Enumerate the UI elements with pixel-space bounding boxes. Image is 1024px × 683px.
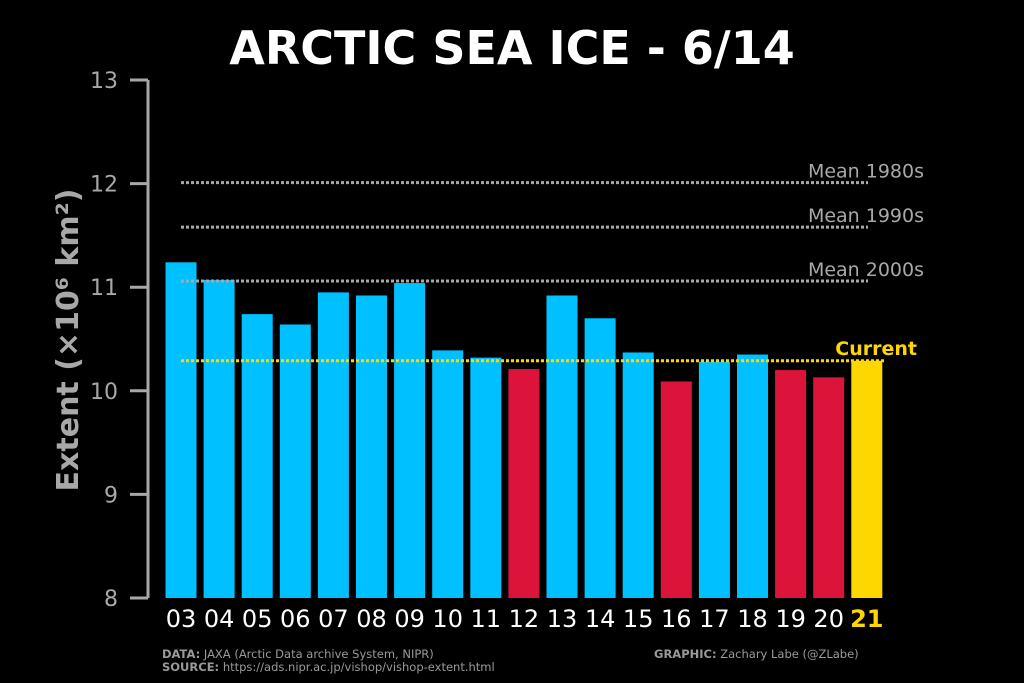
bar-04 [203, 279, 235, 598]
x-tick-label: 13 [547, 605, 578, 633]
x-tick-label: 06 [280, 605, 311, 633]
footer-graphic: GRAPHIC: Zachary Labe (@ZLabe) [654, 648, 859, 661]
data-label: DATA: [162, 647, 201, 661]
x-tick-label: 17 [699, 605, 730, 633]
x-tick-label: 09 [394, 605, 425, 633]
bar-08 [356, 295, 387, 598]
graphic-label: GRAPHIC: [654, 647, 717, 661]
source-text: https://ads.nipr.ac.jp/vishop/vishop-ext… [222, 660, 495, 674]
data-text: JAXA (Arctic Data archive System, NIPR) [203, 647, 434, 661]
current-line-label: Current [835, 338, 917, 360]
x-tick-label: 15 [623, 605, 654, 633]
x-tick-label: 21 [850, 605, 883, 633]
x-tick-label: 14 [585, 605, 616, 633]
bar-07 [317, 292, 349, 598]
x-tick-label: 08 [356, 605, 387, 633]
bar-11 [470, 357, 502, 598]
y-tick-label: 10 [90, 380, 118, 405]
bar-13 [546, 295, 578, 598]
y-tick-label: 11 [90, 276, 118, 301]
x-tick-label: 05 [242, 605, 273, 633]
bar-21 [851, 360, 883, 598]
bar-17 [698, 361, 730, 598]
bar-09 [394, 283, 426, 598]
bar-16 [660, 381, 692, 598]
bar-19 [775, 370, 807, 598]
reference-line-label: Mean 2000s [808, 259, 924, 281]
x-tick-label: 04 [204, 605, 235, 633]
x-tick-label: 12 [509, 605, 540, 633]
bar-06 [279, 324, 311, 598]
bar-18 [737, 354, 768, 598]
x-tick-label: 10 [432, 605, 463, 633]
x-tick-label: 03 [166, 605, 197, 633]
source-label: SOURCE: [162, 660, 220, 674]
footer-data: DATA: JAXA (Arctic Data archive System, … [162, 648, 495, 674]
y-tick-label: 12 [90, 173, 118, 198]
x-tick-label: 07 [318, 605, 349, 633]
bar-14 [584, 318, 616, 598]
graphic-text: Zachary Labe (@ZLabe) [720, 647, 859, 661]
reference-line-label: Mean 1980s [808, 161, 924, 183]
y-tick-label: 13 [90, 69, 118, 94]
x-tick-label: 20 [813, 605, 844, 633]
x-tick-label: 18 [737, 605, 768, 633]
y-tick-label: 9 [104, 483, 118, 508]
bar-20 [813, 377, 845, 598]
x-tick-label: 11 [471, 605, 502, 633]
chart-title: ARCTIC SEA ICE - 6/14 [229, 21, 794, 75]
bar-10 [432, 350, 464, 598]
bar-03 [165, 262, 197, 598]
bar-12 [508, 369, 540, 598]
reference-line-label: Mean 1990s [808, 205, 924, 227]
x-tick-label: 19 [775, 605, 806, 633]
y-tick-label: 8 [104, 587, 118, 612]
x-tick-label: 16 [661, 605, 692, 633]
bar-15 [622, 352, 654, 598]
bar-05 [241, 314, 273, 598]
y-axis-label: Extent (×10⁶ km²) [51, 189, 86, 492]
